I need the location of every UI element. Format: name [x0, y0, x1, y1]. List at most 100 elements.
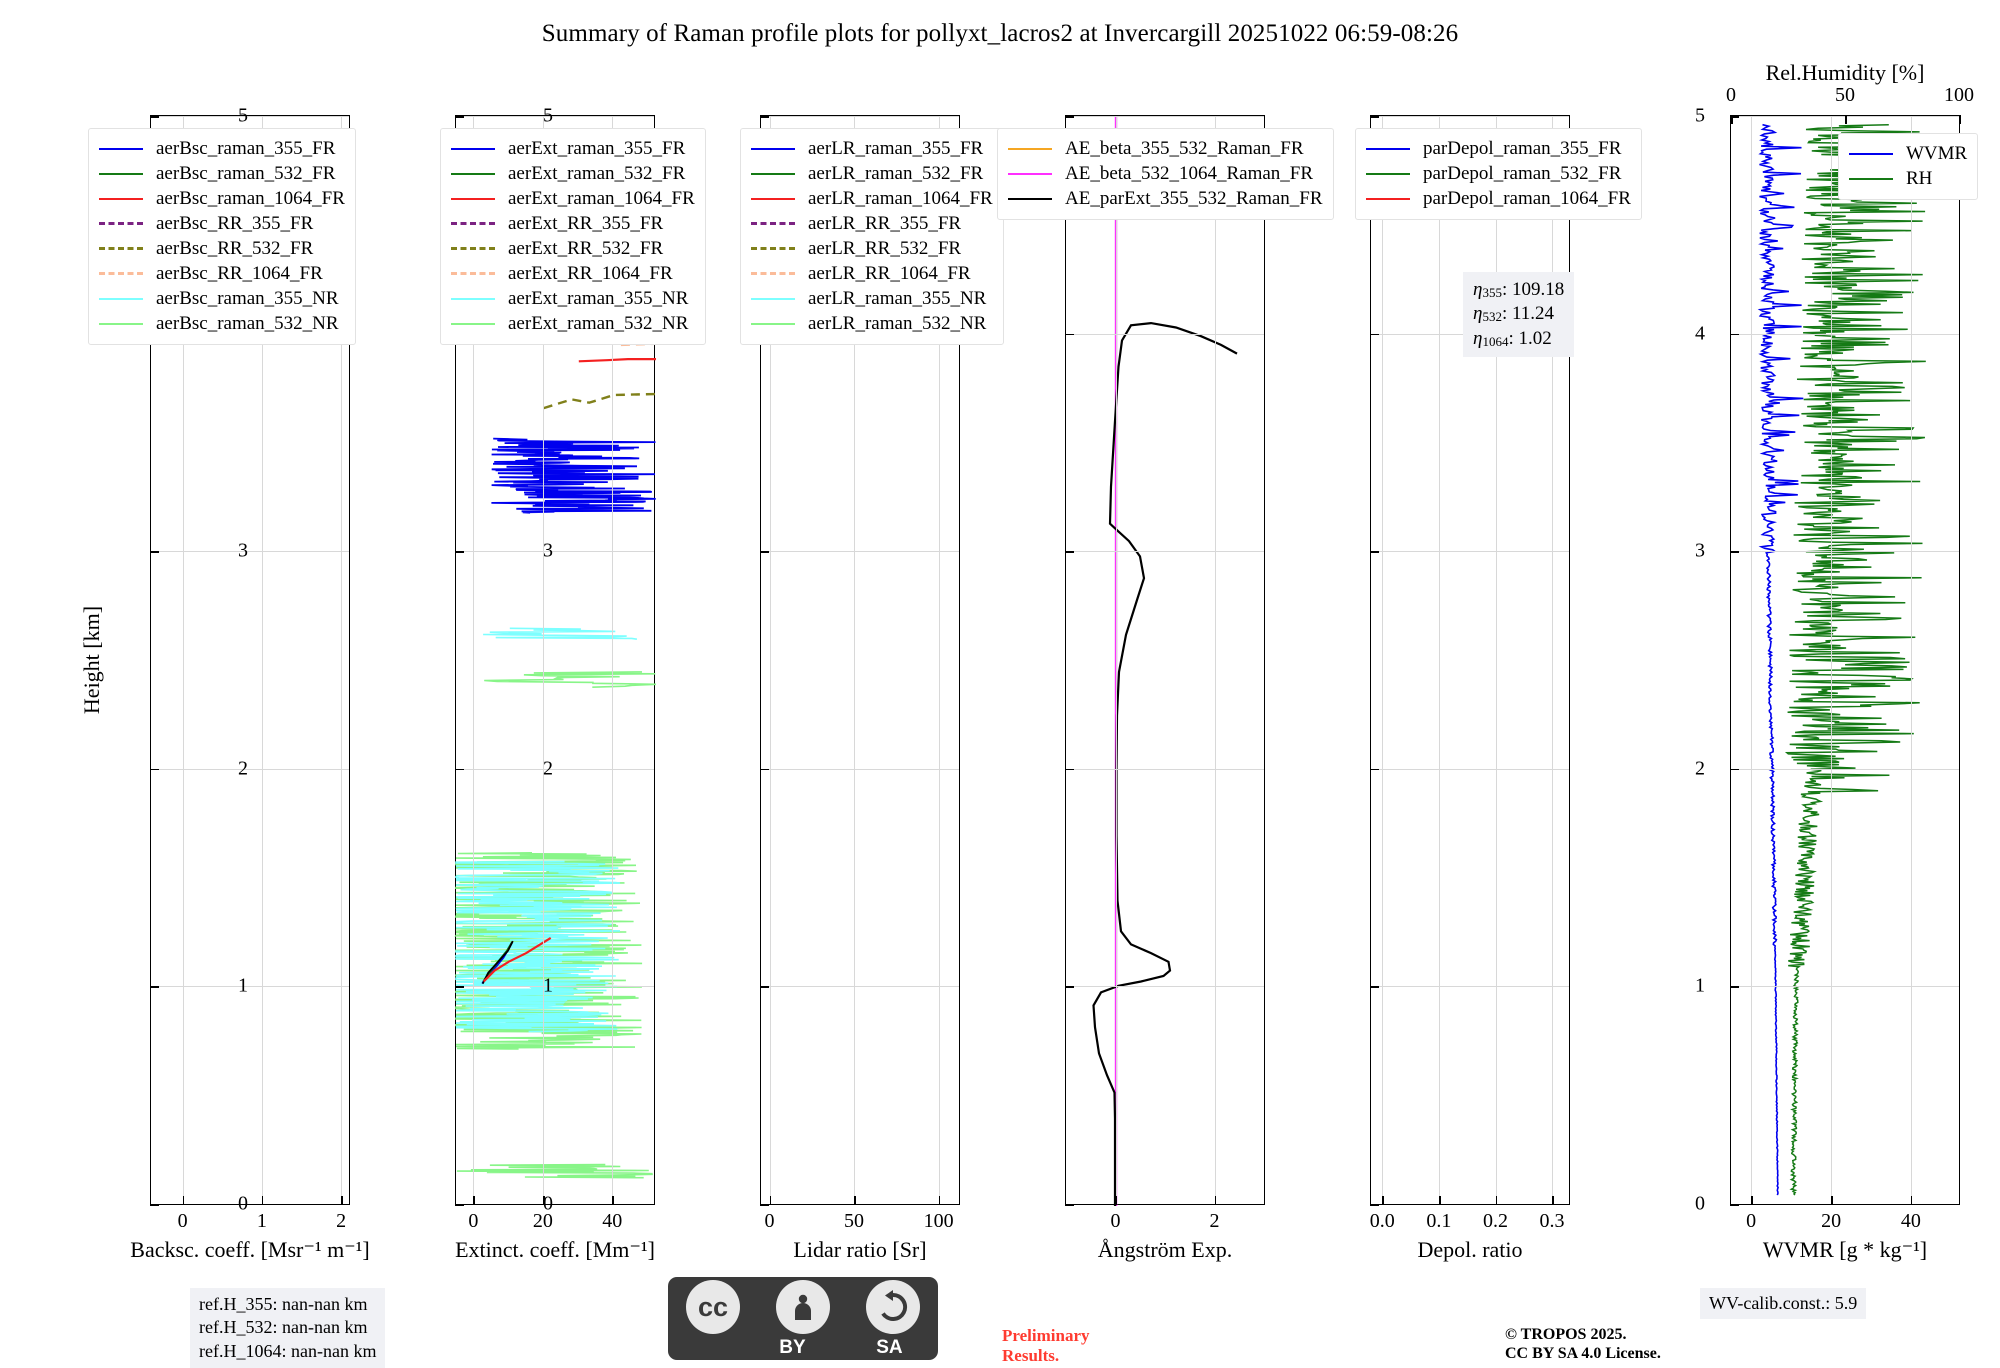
legend-swatch [451, 222, 495, 225]
legend-item[interactable]: aerBsc_RR_532_FR [99, 236, 345, 261]
legend-item[interactable]: AE_beta_355_532_Raman_FR [1008, 136, 1323, 161]
legend-angstrom[interactable]: AE_beta_355_532_Raman_FR AE_beta_532_1064… [997, 128, 1334, 220]
legend-label: parDepol_raman_355_FR [1423, 137, 1622, 159]
legend-item[interactable]: aerLR_RR_355_FR [751, 211, 993, 236]
legend-item[interactable]: aerExt_raman_532_NR [451, 311, 695, 336]
y-axis-label: Height [km] [79, 605, 104, 715]
eta-value: : 109.18 [1501, 279, 1565, 300]
y-tick: 5 [543, 104, 553, 127]
eta-subscript: 1064 [1482, 333, 1509, 349]
person-icon [776, 1280, 830, 1334]
legend-item[interactable]: aerExt_RR_1064_FR [451, 261, 695, 286]
legend-item[interactable]: aerBsc_RR_1064_FR [99, 261, 345, 286]
legend-item[interactable]: aerBsc_RR_355_FR [99, 211, 345, 236]
legend-item[interactable]: RH [1849, 166, 1967, 191]
legend-item[interactable]: AE_parExt_355_532_Raman_FR [1008, 186, 1323, 211]
legend-label: aerLR_raman_532_NR [808, 312, 987, 334]
y-tick: 5 [1695, 104, 1705, 127]
legend-swatch [1008, 172, 1052, 175]
y-tick: 0 [543, 1192, 553, 1215]
copyright-line2: CC BY SA 4.0 License. [1505, 1345, 1661, 1363]
x-tick: 100 [923, 1210, 954, 1232]
legend-swatch [1849, 177, 1893, 180]
legend-item[interactable]: aerExt_RR_355_FR [451, 211, 695, 236]
legend-item[interactable]: aerLR_raman_355_NR [751, 286, 993, 311]
legend-wvmr-rh[interactable]: WVMR RH [1838, 133, 1979, 200]
legend-item[interactable]: aerBsc_raman_1064_FR [99, 186, 345, 211]
wvmr-rh-traces [1757, 123, 1927, 1196]
y-tick: 0 [1695, 1192, 1705, 1215]
x-axis-label-wvmr: WVMR [g * kg⁻¹] [1762, 1237, 1928, 1262]
eta-symbol: η [1473, 279, 1483, 300]
legend-item[interactable]: parDepol_raman_532_FR [1366, 161, 1631, 186]
legend-swatch [99, 297, 143, 300]
y-tick: 1 [1695, 974, 1705, 997]
x-tick: 2 [336, 1210, 347, 1232]
legend-swatch [451, 297, 495, 300]
preliminary-line2: Results. [1002, 1346, 1060, 1366]
share-alike-icon [866, 1280, 920, 1334]
eta-value: : 1.02 [1508, 327, 1552, 349]
top-x-tick: 100 [1944, 84, 1974, 106]
legend-item[interactable]: aerBsc_raman_532_NR [99, 311, 345, 336]
x-tick: 0.3 [1539, 1210, 1565, 1232]
legend-item[interactable]: WVMR [1849, 141, 1967, 166]
legend-label: aerExt_raman_532_FR [508, 162, 686, 184]
legend-label: aerLR_raman_355_FR [808, 137, 984, 159]
legend-swatch [99, 322, 143, 325]
eta-symbol: η [1473, 303, 1483, 325]
legend-label: aerLR_RR_532_FR [808, 237, 962, 259]
y-tick: 2 [1695, 757, 1705, 780]
legend-item[interactable]: aerExt_raman_1064_FR [451, 186, 695, 211]
wv-calib-const-box: WV-calib.const.: 5.9 [1700, 1288, 1867, 1319]
legend-label: parDepol_raman_1064_FR [1423, 187, 1631, 209]
x-tick: 0 [764, 1210, 775, 1232]
panel-angstrom: 5 4 3 2 1 0 0 2 [238, 105, 1265, 1232]
legend-item[interactable]: aerBsc_raman_355_FR [99, 136, 345, 161]
legend-label: parDepol_raman_532_FR [1423, 162, 1622, 184]
ref-height-line: ref.H_355: nan-nan km [199, 1294, 368, 1314]
legend-swatch [99, 147, 143, 150]
legend-item[interactable]: aerExt_raman_355_NR [451, 286, 695, 311]
legend-item[interactable]: aerExt_RR_532_FR [451, 236, 695, 261]
copyright-line1: © TROPOS 2025. [1505, 1326, 1627, 1343]
legend-swatch [751, 272, 795, 275]
legend-item[interactable]: aerExt_raman_532_FR [451, 161, 695, 186]
legend-item[interactable]: aerLR_raman_532_NR [751, 311, 993, 336]
legend-swatch [1008, 147, 1052, 150]
legend-item[interactable]: aerExt_raman_355_FR [451, 136, 695, 161]
legend-lidar-ratio[interactable]: aerLR_raman_355_FR aerLR_raman_532_FR aerL… [740, 128, 1004, 345]
legend-label: aerLR_raman_355_NR [808, 287, 987, 309]
legend-item[interactable]: parDepol_raman_355_FR [1366, 136, 1631, 161]
legend-swatch [99, 272, 143, 275]
legend-item[interactable]: aerLR_RR_532_FR [751, 236, 993, 261]
legend-label: aerLR_RR_1064_FR [808, 262, 971, 284]
legend-label: aerBsc_raman_532_FR [156, 162, 336, 184]
legend-label: aerBsc_RR_532_FR [156, 237, 314, 259]
x-tick: 0.1 [1426, 1210, 1452, 1232]
x-axis-label-angstrom: Ångström Exp. [1097, 1237, 1233, 1262]
eta-row: η1064: 1.02 [1473, 327, 1564, 351]
legend-backscatter[interactable]: aerBsc_raman_355_FR aerBsc_raman_532_FR ae… [88, 128, 356, 345]
legend-swatch [751, 147, 795, 150]
legend-item[interactable]: aerLR_RR_1064_FR [751, 261, 993, 286]
x-tick: 20 [1821, 1210, 1842, 1232]
legend-extinction[interactable]: aerExt_raman_355_FR aerExt_raman_532_FR ae… [440, 128, 706, 345]
legend-swatch [1366, 147, 1410, 150]
legend-label: AE_parExt_355_532_Raman_FR [1065, 187, 1323, 209]
legend-item[interactable]: aerBsc_raman_355_NR [99, 286, 345, 311]
x-axis-label-depol-ratio: Depol. ratio [1417, 1237, 1523, 1262]
legend-item[interactable]: aerBsc_raman_532_FR [99, 161, 345, 186]
legend-item[interactable]: aerLR_raman_532_FR [751, 161, 993, 186]
legend-item[interactable]: aerLR_raman_1064_FR [751, 186, 993, 211]
x-tick: 40 [1900, 1210, 1921, 1232]
preliminary-results-note: Preliminary Results. [1002, 1326, 1090, 1366]
y-tick: 2 [543, 757, 553, 780]
legend-depol-ratio[interactable]: parDepol_raman_355_FR parDepol_raman_532_… [1355, 128, 1642, 220]
legend-item[interactable]: AE_beta_532_1064_Raman_FR [1008, 161, 1323, 186]
legend-item[interactable]: parDepol_raman_1064_FR [1366, 186, 1631, 211]
x-tick: 2 [1209, 1210, 1220, 1232]
legend-label: aerExt_RR_532_FR [508, 237, 664, 259]
legend-item[interactable]: aerLR_raman_355_FR [751, 136, 993, 161]
legend-swatch [751, 222, 795, 225]
